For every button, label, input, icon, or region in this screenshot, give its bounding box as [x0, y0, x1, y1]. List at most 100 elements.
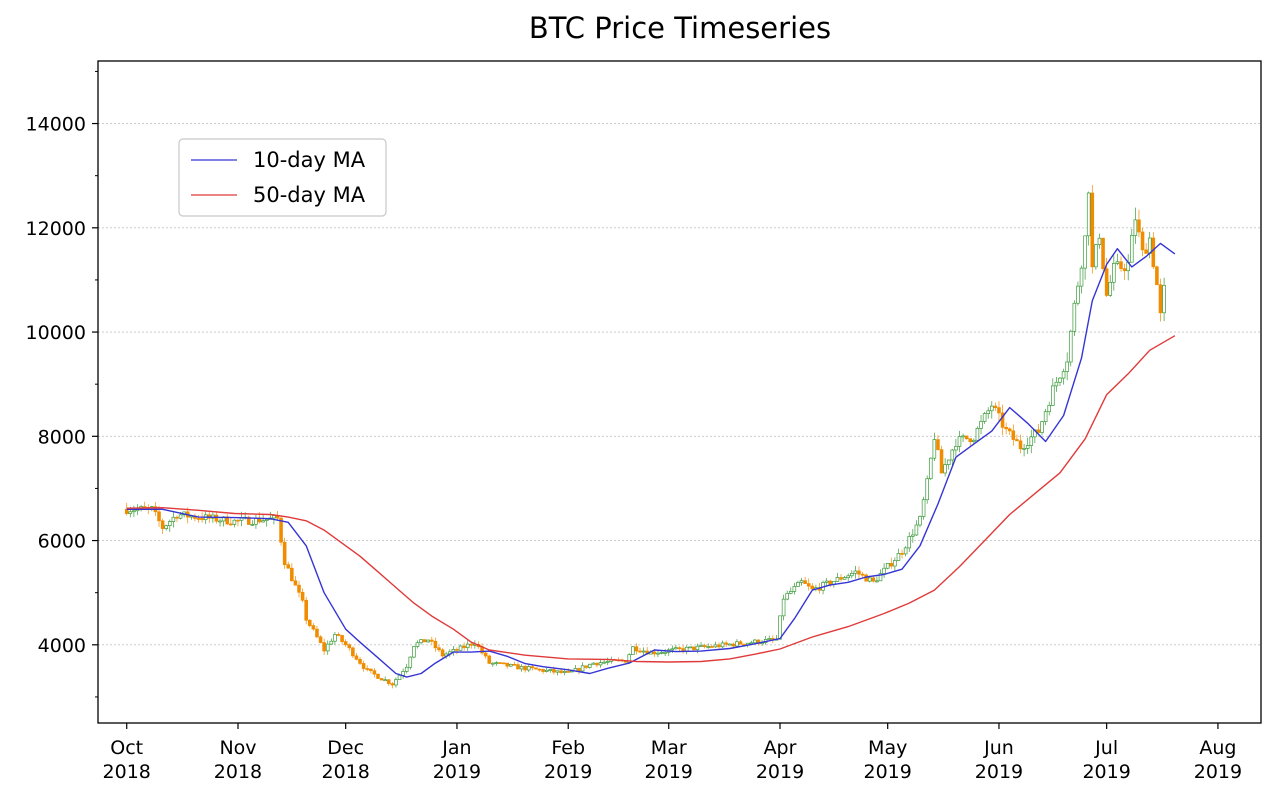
candle-body-127: [580, 665, 585, 672]
x-tick-label-year-0: 2018: [103, 761, 151, 783]
candle-body-187: [796, 582, 800, 587]
candle-body-225: [932, 439, 937, 459]
candle-body-157: [688, 646, 693, 649]
candle-body-2: [132, 510, 136, 513]
candle-body-92: [455, 649, 459, 651]
candle-body-254: [1036, 429, 1041, 433]
candle-body-276: [1115, 261, 1120, 264]
candle-body-130: [591, 662, 596, 665]
candle-body-87: [437, 647, 441, 651]
candle-body-211: [882, 567, 886, 574]
candle-body-198: [835, 577, 840, 582]
candle-body-265: [1076, 285, 1080, 304]
candle-body-55: [322, 642, 326, 652]
candle-body-175: [753, 639, 757, 644]
candle-body-20: [196, 518, 201, 520]
candle-body-269: [1090, 192, 1095, 268]
candle-body-129: [587, 663, 592, 668]
candle-body-78: [404, 666, 409, 672]
legend-label-10-day-ma: 10-day MA: [253, 148, 366, 172]
moving-average-lines: [126, 242, 1176, 678]
candle-body-186: [792, 586, 797, 592]
candle-body-85: [430, 639, 434, 642]
candle-body-272: [1101, 237, 1105, 270]
candle-body-257: [1047, 404, 1052, 413]
candle-body-143: [638, 650, 642, 653]
candle-body-109: [516, 664, 520, 670]
candle-body-11: [164, 525, 168, 529]
candle-body-166: [720, 642, 725, 648]
candle-body-184: [785, 592, 789, 600]
candle-body-209: [875, 580, 879, 583]
x-tick-label-month-10: Aug: [1199, 737, 1236, 759]
candle-body-30: [232, 519, 237, 525]
candle-body-53: [315, 628, 319, 638]
candle-body-86: [433, 640, 438, 649]
candle-body-108: [512, 663, 517, 666]
candle-body-285: [1147, 237, 1152, 254]
candle-body-246: [1007, 428, 1012, 432]
candle-body-248: [1015, 439, 1019, 442]
candle-body-268: [1086, 192, 1091, 237]
candle-body-270: [1094, 244, 1098, 268]
candle-body-106: [505, 662, 509, 667]
candle-body-278: [1122, 268, 1127, 272]
candle-body-39: [264, 519, 269, 521]
candle-body-288: [1158, 284, 1163, 314]
candle-body-52: [311, 625, 316, 630]
candle-body-220: [914, 524, 919, 536]
candle-body-118: [548, 669, 553, 671]
candle-body-263: [1068, 330, 1073, 363]
candle-body-54: [318, 636, 323, 643]
candle-body-188: [799, 580, 804, 583]
candlesticks: [124, 185, 1166, 689]
candle-body-103: [494, 662, 499, 664]
candle-body-232: [957, 436, 962, 447]
legend: 10-day MA 50-day MA: [178, 138, 387, 217]
candle-body-104: [498, 662, 502, 664]
gridlines: [98, 123, 1261, 646]
candle-body-9: [157, 511, 161, 522]
candle-body-45: [286, 564, 291, 569]
candle-body-31: [236, 519, 240, 522]
candle-body-196: [828, 580, 833, 585]
x-tick-label-month-7: May: [868, 737, 907, 759]
candle-body-88: [440, 649, 445, 657]
candle-body-233: [961, 435, 965, 438]
candle-body-57: [329, 640, 334, 645]
candle-body-81: [415, 642, 420, 647]
candle-body-161: [702, 645, 707, 648]
candle-body-49: [300, 591, 305, 601]
candle-body-25: [214, 514, 219, 522]
candle-body-163: [710, 646, 714, 648]
candle-body-158: [692, 646, 696, 651]
x-tick-label-month-0: Oct: [110, 737, 143, 759]
y-tick-label-5: 14000: [26, 114, 86, 136]
candle-body-230: [950, 449, 955, 461]
candle-body-258: [1051, 385, 1055, 406]
candle-body-64: [354, 655, 359, 660]
candle-body-61: [343, 641, 348, 646]
candle-body-274: [1108, 281, 1113, 296]
candle-body-26: [218, 520, 222, 523]
candle-body-114: [534, 667, 538, 670]
candle-body-262: [1065, 361, 1069, 372]
candle-body-267: [1083, 235, 1087, 269]
candle-body-126: [577, 668, 581, 672]
candle-body-234: [964, 435, 969, 440]
candle-body-160: [699, 645, 703, 647]
candle-body-219: [911, 534, 915, 537]
x-tick-label-month-4: Feb: [551, 737, 585, 759]
candle-body-241: [990, 405, 994, 412]
candle-body-252: [1029, 436, 1034, 446]
candle-body-214: [893, 560, 897, 567]
candle-body-203: [853, 570, 858, 574]
candle-body-185: [788, 591, 793, 594]
x-tick-label-month-6: Apr: [764, 737, 797, 759]
candle-body-250: [1022, 448, 1026, 450]
legend-frame: [178, 138, 387, 217]
candle-body-95: [465, 643, 470, 649]
candle-body-169: [731, 643, 736, 647]
candle-body-51: [307, 619, 312, 626]
candle-body-113: [530, 666, 535, 669]
